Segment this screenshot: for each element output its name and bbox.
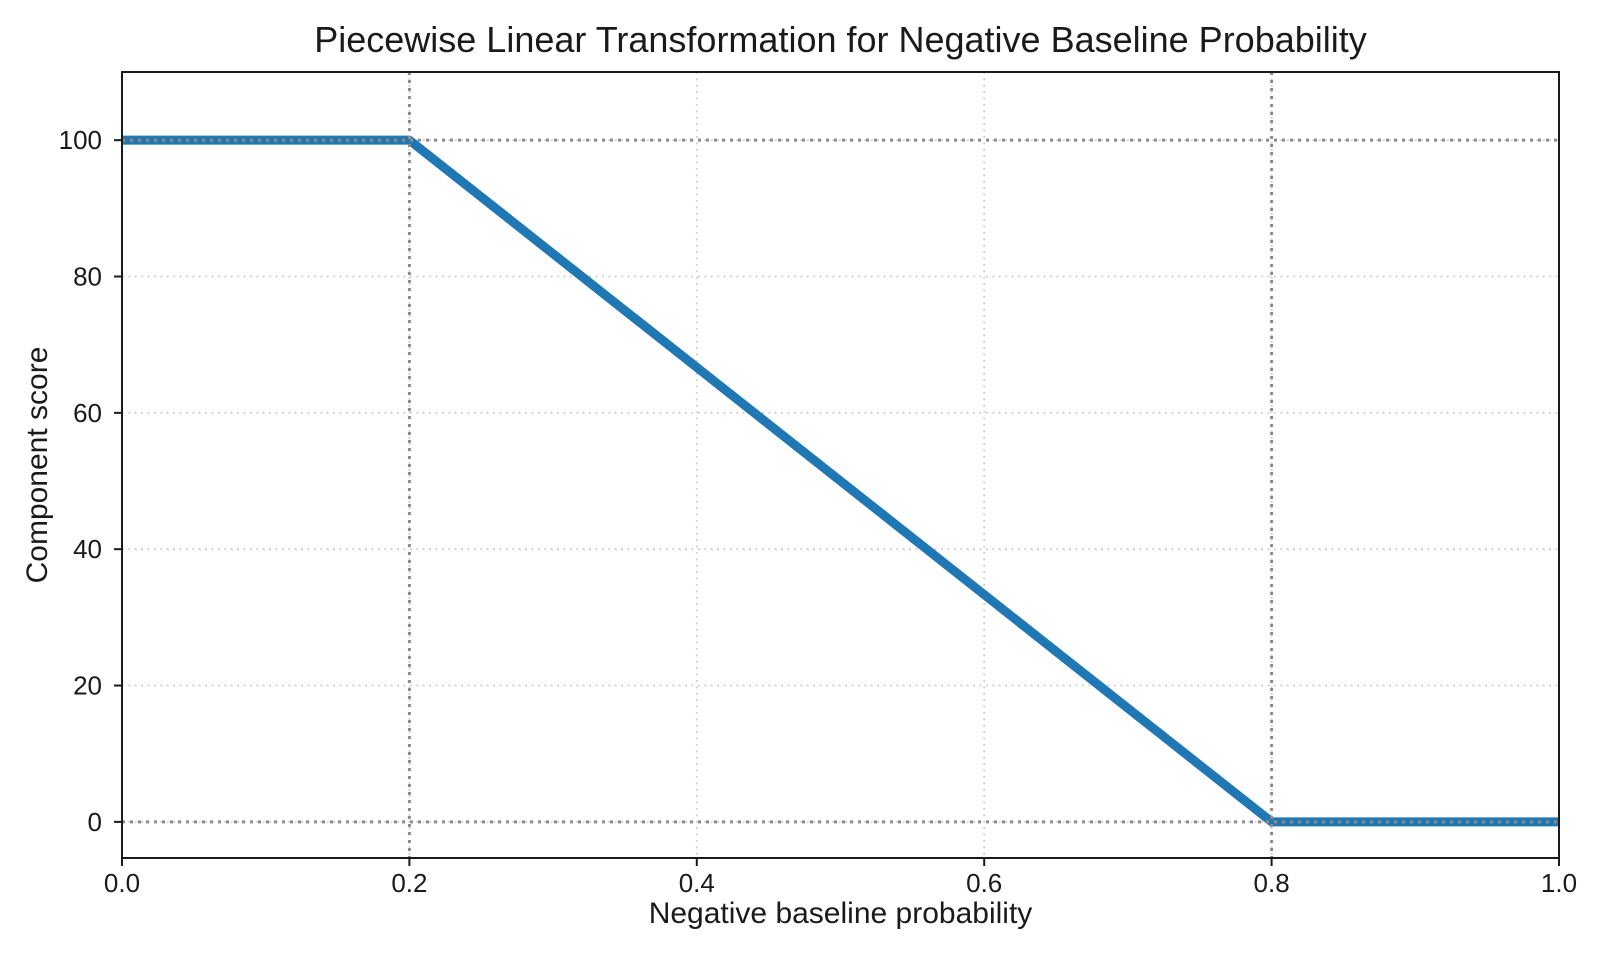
x-tick-label: 0.2 [391,868,427,898]
axes-spines [121,71,1560,859]
y-tick-label: 20 [73,671,102,701]
x-tick-label: 0.6 [966,868,1002,898]
y-tick-label: 100 [59,125,102,155]
x-tick-label: 0.0 [104,868,140,898]
y-tick-label: 0 [88,807,102,837]
y-tick-label: 60 [73,398,102,428]
series-line [122,135,1559,827]
chart-title: Piecewise Linear Transformation for Nega… [314,19,1367,60]
x-tick-label: 0.4 [679,868,715,898]
x-axis-label: Negative baseline probability [648,897,1033,930]
y-tick-label: 40 [73,534,102,564]
y-tick-label: 80 [73,262,102,292]
x-tick-label: 0.8 [1254,868,1290,898]
x-tick-label: 1.0 [1541,868,1577,898]
